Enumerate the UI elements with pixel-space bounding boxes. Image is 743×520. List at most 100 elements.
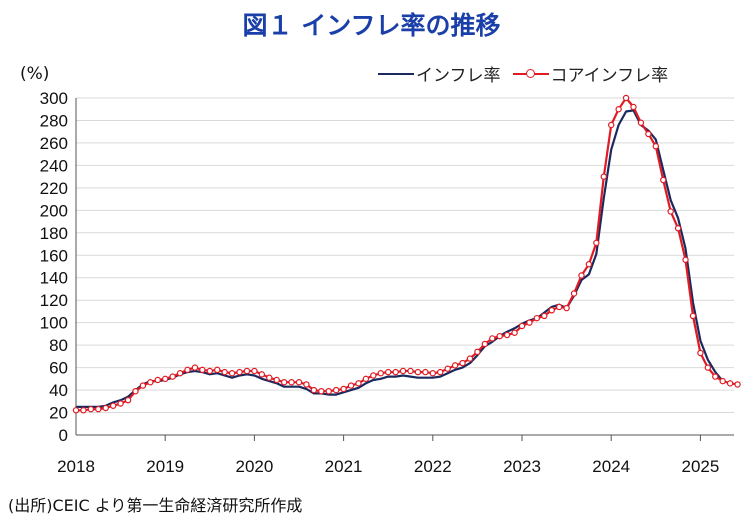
data-point-core-inflation-2025-02 bbox=[704, 364, 712, 371]
data-point-core-inflation-2020-01 bbox=[251, 367, 258, 375]
source-note: (出所)CEIC より第一生命経済研究所作成 bbox=[8, 496, 303, 515]
x-tick-label-2018: 2018 bbox=[57, 457, 95, 476]
data-point-core-inflation-2024-02 bbox=[615, 106, 622, 113]
data-point-core-inflation-2024-07 bbox=[652, 143, 660, 150]
data-point-core-inflation-2018-04 bbox=[95, 405, 102, 413]
data-point-core-inflation-2019-05 bbox=[191, 364, 199, 371]
data-point-core-inflation-2019-02 bbox=[169, 373, 176, 380]
legend-item-core-inflation: コアインフレ率 bbox=[512, 61, 669, 86]
chart-title: 図１ インフレ率の推移 bbox=[242, 11, 501, 40]
y-tick-label-20: 20 bbox=[49, 404, 68, 423]
legend-item-inflation: インフレ率 bbox=[378, 61, 501, 86]
data-point-core-inflation-2023-05 bbox=[548, 307, 555, 314]
data-point-core-inflation-2024-01 bbox=[608, 121, 615, 129]
data-point-core-inflation-2023-01 bbox=[518, 322, 526, 330]
x-tick-label-2025: 2025 bbox=[681, 457, 719, 476]
data-point-core-inflation-2019-04 bbox=[184, 366, 191, 374]
y-tick-label-60: 60 bbox=[49, 359, 68, 378]
data-point-core-inflation-2020-06 bbox=[288, 379, 295, 386]
y-tick-label-140: 140 bbox=[40, 269, 68, 288]
data-point-core-inflation-2018-12 bbox=[154, 376, 161, 384]
data-point-core-inflation-2023-03 bbox=[533, 314, 541, 322]
data-point-core-inflation-2020-02 bbox=[258, 371, 266, 378]
data-point-core-inflation-2025-05 bbox=[726, 380, 734, 387]
chart-legend: インフレ率 コアインフレ率 bbox=[378, 61, 680, 86]
data-point-core-inflation-2023-02 bbox=[526, 319, 533, 326]
y-tick-label-0: 0 bbox=[59, 426, 68, 445]
data-point-core-inflation-2021-09 bbox=[399, 367, 407, 375]
data-point-core-inflation-2020-07 bbox=[295, 379, 303, 386]
data-point-core-inflation-2019-06 bbox=[199, 366, 206, 374]
data-point-core-inflation-2023-09 bbox=[578, 272, 585, 279]
y-tick-label-240: 240 bbox=[40, 156, 68, 175]
data-point-core-inflation-2019-01 bbox=[161, 375, 169, 383]
data-point-core-inflation-2024-09 bbox=[667, 208, 674, 215]
data-point-core-inflation-2021-04 bbox=[362, 375, 370, 383]
legend-swatch-inflation bbox=[378, 72, 414, 75]
y-tick-label-100: 100 bbox=[40, 314, 68, 333]
data-point-core-inflation-2018-07 bbox=[117, 400, 124, 407]
data-point-core-inflation-2022-12 bbox=[511, 329, 518, 336]
data-point-core-inflation-2019-09 bbox=[221, 368, 228, 376]
data-point-core-inflation-2021-07 bbox=[385, 368, 392, 376]
data-point-core-inflation-2020-09 bbox=[310, 386, 318, 394]
data-point-core-inflation-2022-09 bbox=[489, 335, 496, 342]
x-tick-label-2019: 2019 bbox=[146, 457, 184, 476]
y-tick-label-180: 180 bbox=[40, 224, 68, 243]
y-tick-label-220: 220 bbox=[40, 179, 68, 198]
data-point-core-inflation-2024-11 bbox=[682, 256, 689, 263]
y-tick-label-120: 120 bbox=[40, 291, 68, 310]
data-point-core-inflation-2024-08 bbox=[660, 176, 667, 184]
data-point-core-inflation-2022-01 bbox=[429, 370, 436, 377]
legend-label-inflation: インフレ率 bbox=[416, 66, 501, 86]
data-point-core-inflation-2021-02 bbox=[347, 382, 355, 389]
data-point-core-inflation-2025-04 bbox=[719, 377, 726, 385]
data-point-core-inflation-2019-03 bbox=[176, 370, 184, 377]
y-tick-label-40: 40 bbox=[49, 381, 68, 400]
data-point-core-inflation-2018-09 bbox=[132, 387, 139, 395]
data-point-core-inflation-2023-10 bbox=[585, 261, 593, 268]
y-tick-label-160: 160 bbox=[40, 246, 68, 265]
legend-label-core-inflation: コアインフレ率 bbox=[550, 66, 669, 86]
data-point-core-inflation-2022-07 bbox=[474, 348, 481, 356]
data-point-core-inflation-2022-04 bbox=[451, 362, 459, 369]
data-point-core-inflation-2022-02 bbox=[437, 368, 444, 376]
data-point-core-inflation-2018-08 bbox=[124, 396, 132, 404]
data-point-core-inflation-2021-06 bbox=[377, 370, 384, 377]
data-point-core-inflation-2023-11 bbox=[593, 239, 600, 247]
data-point-core-inflation-2025-03 bbox=[712, 373, 719, 380]
data-point-core-inflation-2024-03 bbox=[622, 94, 630, 102]
data-point-core-inflation-2024-06 bbox=[645, 130, 652, 138]
data-point-core-inflation-2024-12 bbox=[689, 312, 697, 320]
data-point-core-inflation-2021-12 bbox=[422, 368, 429, 376]
data-point-core-inflation-2020-10 bbox=[318, 387, 325, 395]
series-line-inflation bbox=[76, 109, 724, 408]
data-point-core-inflation-2021-05 bbox=[370, 372, 377, 379]
data-point-core-inflation-2022-10 bbox=[496, 332, 503, 340]
data-point-core-inflation-2019-07 bbox=[206, 367, 213, 375]
data-point-core-inflation-2021-08 bbox=[392, 368, 399, 376]
y-tick-label-280: 280 bbox=[40, 111, 68, 130]
data-point-core-inflation-2018-01 bbox=[72, 407, 80, 414]
data-point-core-inflation-2022-05 bbox=[459, 359, 466, 367]
y-tick-label-260: 260 bbox=[40, 134, 68, 153]
data-point-core-inflation-2024-04 bbox=[630, 103, 637, 111]
data-point-core-inflation-2020-12 bbox=[332, 386, 340, 394]
data-point-core-inflation-2023-06 bbox=[555, 303, 563, 311]
series-line-core-inflation bbox=[76, 96, 738, 412]
data-point-core-inflation-2020-11 bbox=[325, 387, 332, 395]
data-point-core-inflation-2024-05 bbox=[637, 119, 645, 126]
data-point-core-inflation-2018-03 bbox=[87, 405, 95, 413]
data-point-core-inflation-2019-08 bbox=[214, 366, 221, 374]
data-point-core-inflation-2019-10 bbox=[228, 370, 236, 377]
legend-swatch-core-inflation bbox=[512, 68, 549, 78]
data-point-core-inflation-2018-06 bbox=[109, 402, 117, 409]
x-tick-label-2024: 2024 bbox=[592, 457, 630, 476]
data-point-core-inflation-2023-04 bbox=[541, 312, 548, 320]
x-tick-label-2021: 2021 bbox=[325, 457, 363, 476]
y-tick-label-80: 80 bbox=[49, 336, 68, 355]
y-tick-label-300: 300 bbox=[40, 89, 68, 108]
data-point-core-inflation-2021-10 bbox=[407, 367, 414, 375]
x-tick-label-2020: 2020 bbox=[235, 457, 273, 476]
data-point-core-inflation-2019-12 bbox=[243, 367, 251, 375]
